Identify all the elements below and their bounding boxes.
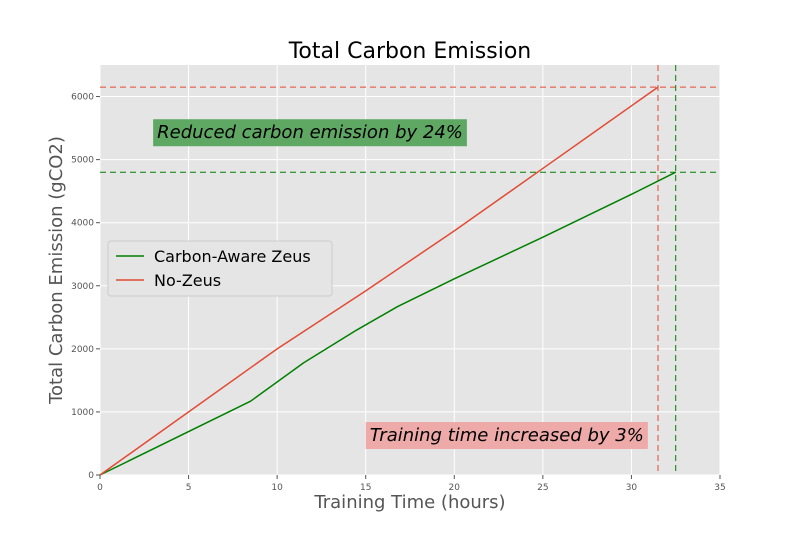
y-tick-label: 4000: [71, 219, 94, 229]
chart-title: Total Carbon Emission: [288, 39, 532, 64]
x-tick-label: 0: [97, 483, 103, 493]
x-axis-label: Training Time (hours): [313, 492, 505, 513]
x-tick-label: 20: [449, 483, 461, 493]
x-tick-label: 30: [626, 483, 638, 493]
series-line-0: [99, 171, 677, 476]
x-tick-label: 35: [714, 483, 725, 493]
y-tick-label: 5000: [71, 156, 94, 166]
series-line-1: [99, 86, 659, 476]
series-lines: [99, 86, 677, 476]
y-tick-label: 1000: [71, 408, 94, 418]
annotation-box: [153, 119, 467, 147]
legend: Carbon-Aware Zeus No-Zeus: [107, 240, 333, 297]
annotation-text: Training time increased by 3%: [370, 425, 644, 446]
ticks: 0 5 10 15 20 25 30 35 0 1000 2000 3000 4000 5000 6000: [71, 93, 726, 493]
x-tick-label: 15: [360, 483, 371, 493]
x-tick-label: 5: [186, 483, 192, 493]
legend-label: Carbon-Aware Zeus: [154, 247, 311, 266]
annotation-text: Reduced carbon emission by 24%: [157, 122, 463, 143]
y-tick-label: 0: [88, 471, 94, 481]
y-tick-label: 2000: [71, 345, 94, 355]
legend-label: No-Zeus: [154, 271, 221, 290]
annotation-box: [365, 422, 648, 449]
x-tick-label: 10: [271, 483, 283, 493]
annotations: Reduced carbon emission by 24% Training t…: [153, 119, 648, 449]
y-tick-label: 6000: [71, 93, 94, 103]
y-tick-label: 3000: [71, 282, 94, 292]
y-axis-label: Total Carbon Emission (gCO2): [46, 136, 67, 405]
legend-box: [107, 240, 333, 297]
reference-lines: [100, 65, 720, 475]
x-tick-label: 25: [537, 483, 548, 493]
